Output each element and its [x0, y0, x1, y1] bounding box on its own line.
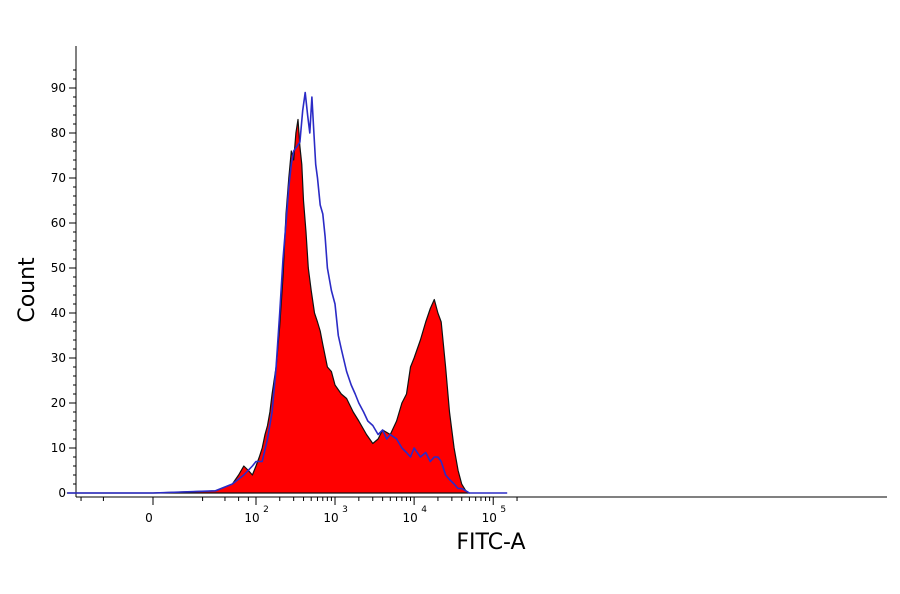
- x-axis-title: FITC-A: [456, 530, 525, 555]
- series-filled-histogram: [66, 118, 470, 494]
- y-tick-label: 70: [51, 171, 66, 185]
- x-tick-label: 10: [244, 511, 259, 525]
- y-tick-label: 50: [51, 261, 66, 275]
- y-tick-label: 20: [51, 396, 66, 410]
- y-tick-label: 80: [51, 126, 66, 140]
- series-outline-histogram: [67, 91, 508, 494]
- y-axis: 0 10 20 30 40 50 60 70 80 90: [51, 46, 77, 500]
- x-tick-label: 0: [145, 511, 153, 525]
- x-tick-label: 10: [482, 511, 497, 525]
- y-tick-label: 40: [51, 306, 66, 320]
- y-tick-label: 30: [51, 351, 66, 365]
- y-axis-title: Count: [15, 257, 40, 323]
- x-tick-exponent: 5: [500, 505, 506, 515]
- x-tick-exponent: 4: [421, 505, 427, 515]
- x-tick-exponent: 2: [263, 505, 269, 515]
- y-ticks: 0 10 20 30 40 50 60 70 80 90: [51, 69, 76, 500]
- y-tick-label: 90: [51, 81, 66, 95]
- x-tick-label: 10: [323, 511, 338, 525]
- series-layer: [66, 91, 508, 494]
- y-tick-label: 10: [51, 441, 66, 455]
- x-tick-label: 10: [402, 511, 417, 525]
- x-tick-exponent: 3: [342, 505, 348, 515]
- y-tick-label: 0: [58, 486, 66, 500]
- y-tick-label: 60: [51, 216, 66, 230]
